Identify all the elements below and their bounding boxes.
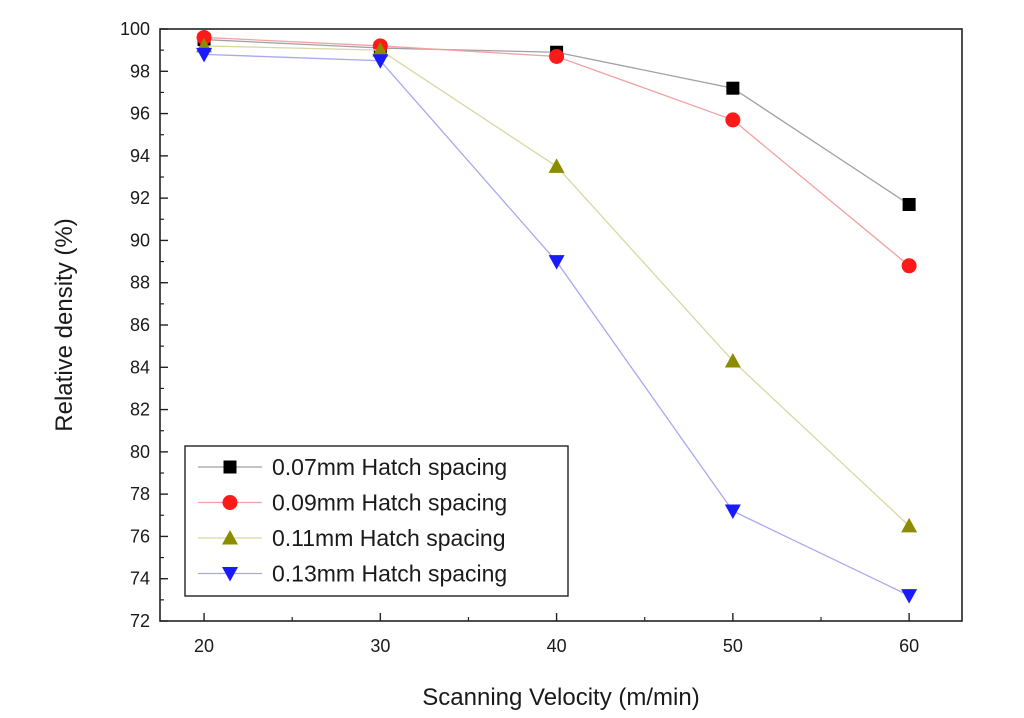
series-layer bbox=[196, 29, 918, 604]
legend-box bbox=[184, 445, 569, 597]
x-tick-label: 40 bbox=[547, 636, 567, 656]
series-line bbox=[204, 36, 910, 267]
y-tick-label: 90 bbox=[130, 230, 150, 250]
legend-label: 0.07mm Hatch spacing bbox=[272, 454, 507, 480]
x-tick-label: 20 bbox=[194, 636, 214, 656]
y-tick-label: 88 bbox=[130, 273, 150, 293]
data-point bbox=[549, 48, 565, 64]
legend-entry: 0.13mm Hatch spacing bbox=[198, 561, 507, 587]
y-tick-label: 78 bbox=[130, 484, 150, 504]
y-tick-label: 86 bbox=[130, 315, 150, 335]
y-tick-label: 72 bbox=[130, 611, 150, 631]
legend-label: 0.13mm Hatch spacing bbox=[272, 561, 507, 587]
series-line bbox=[204, 38, 910, 206]
y-tick-label: 84 bbox=[130, 357, 150, 377]
data-point bbox=[901, 517, 918, 533]
axes: 72 74 76 78 80 82 84 86 88 90 92 94 96 98 100 20 30 40 50 6… bbox=[120, 19, 963, 656]
data-point bbox=[548, 158, 565, 173]
y-tick-label: 96 bbox=[130, 104, 150, 124]
data-point bbox=[724, 352, 741, 368]
data-point bbox=[724, 504, 741, 520]
data-point bbox=[548, 255, 565, 270]
x-axis-title: Scanning Velocity (m/min) bbox=[422, 684, 699, 711]
legend-marker bbox=[222, 530, 238, 545]
x-tick-label: 60 bbox=[899, 636, 919, 656]
data-point bbox=[372, 54, 389, 69]
legend-entry: 0.11mm Hatch spacing bbox=[198, 525, 506, 551]
data-point bbox=[901, 258, 917, 274]
legend-marker bbox=[222, 495, 238, 510]
legend-label: 0.11mm Hatch spacing bbox=[272, 525, 506, 551]
data-point bbox=[726, 81, 740, 95]
x-tick-label: 50 bbox=[723, 636, 743, 656]
legend-entry: 0.07mm Hatch spacing bbox=[198, 454, 507, 480]
data-point bbox=[902, 197, 916, 211]
y-tick-label: 92 bbox=[130, 188, 150, 208]
y-tick-label: 94 bbox=[130, 146, 150, 166]
legend-label: 0.09mm Hatch spacing bbox=[272, 490, 507, 516]
data-point bbox=[196, 29, 212, 45]
data-point bbox=[901, 589, 918, 604]
legend-marker bbox=[222, 567, 238, 582]
legend: 0.07mm Hatch spacing 0.09mm Hatch spacing… bbox=[184, 445, 569, 597]
y-tick-label: 98 bbox=[130, 61, 150, 81]
data-point bbox=[372, 42, 389, 57]
y-tick-label: 100 bbox=[120, 19, 150, 39]
x-tick-label: 30 bbox=[370, 636, 390, 656]
data-point bbox=[725, 112, 741, 128]
series-2 bbox=[196, 29, 917, 274]
y-tick-label: 76 bbox=[130, 526, 150, 546]
legend-marker bbox=[223, 460, 237, 474]
data-point bbox=[196, 47, 213, 63]
y-tick-label: 80 bbox=[130, 442, 150, 462]
y-tick-label: 82 bbox=[130, 400, 150, 420]
legend-entry: 0.09mm Hatch spacing bbox=[198, 490, 507, 516]
series-4 bbox=[196, 47, 918, 604]
y-tick-label: 74 bbox=[130, 569, 150, 589]
y-axis-title: Relative density (%) bbox=[51, 218, 78, 431]
